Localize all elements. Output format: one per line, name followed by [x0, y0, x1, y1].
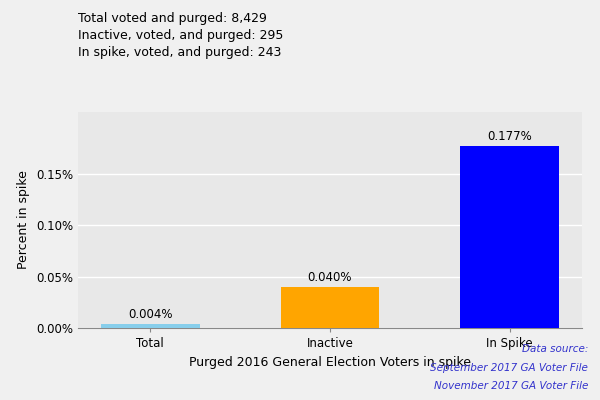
- Text: 0.177%: 0.177%: [487, 130, 532, 143]
- Text: 0.040%: 0.040%: [308, 271, 352, 284]
- Bar: [460, 146, 559, 328]
- Text: 0.004%: 0.004%: [128, 308, 173, 321]
- X-axis label: Purged 2016 General Election Voters in spike: Purged 2016 General Election Voters in s…: [189, 356, 471, 368]
- Text: Total voted and purged: 8,429
Inactive, voted, and purged: 295
In spike, voted, : Total voted and purged: 8,429 Inactive, …: [78, 12, 283, 59]
- Text: November 2017 GA Voter File: November 2017 GA Voter File: [434, 381, 588, 391]
- Y-axis label: Percent in spike: Percent in spike: [17, 170, 31, 270]
- Text: Data source:: Data source:: [521, 344, 588, 354]
- Bar: [281, 287, 379, 328]
- Text: September 2017 GA Voter File: September 2017 GA Voter File: [430, 363, 588, 373]
- Bar: [101, 324, 200, 328]
